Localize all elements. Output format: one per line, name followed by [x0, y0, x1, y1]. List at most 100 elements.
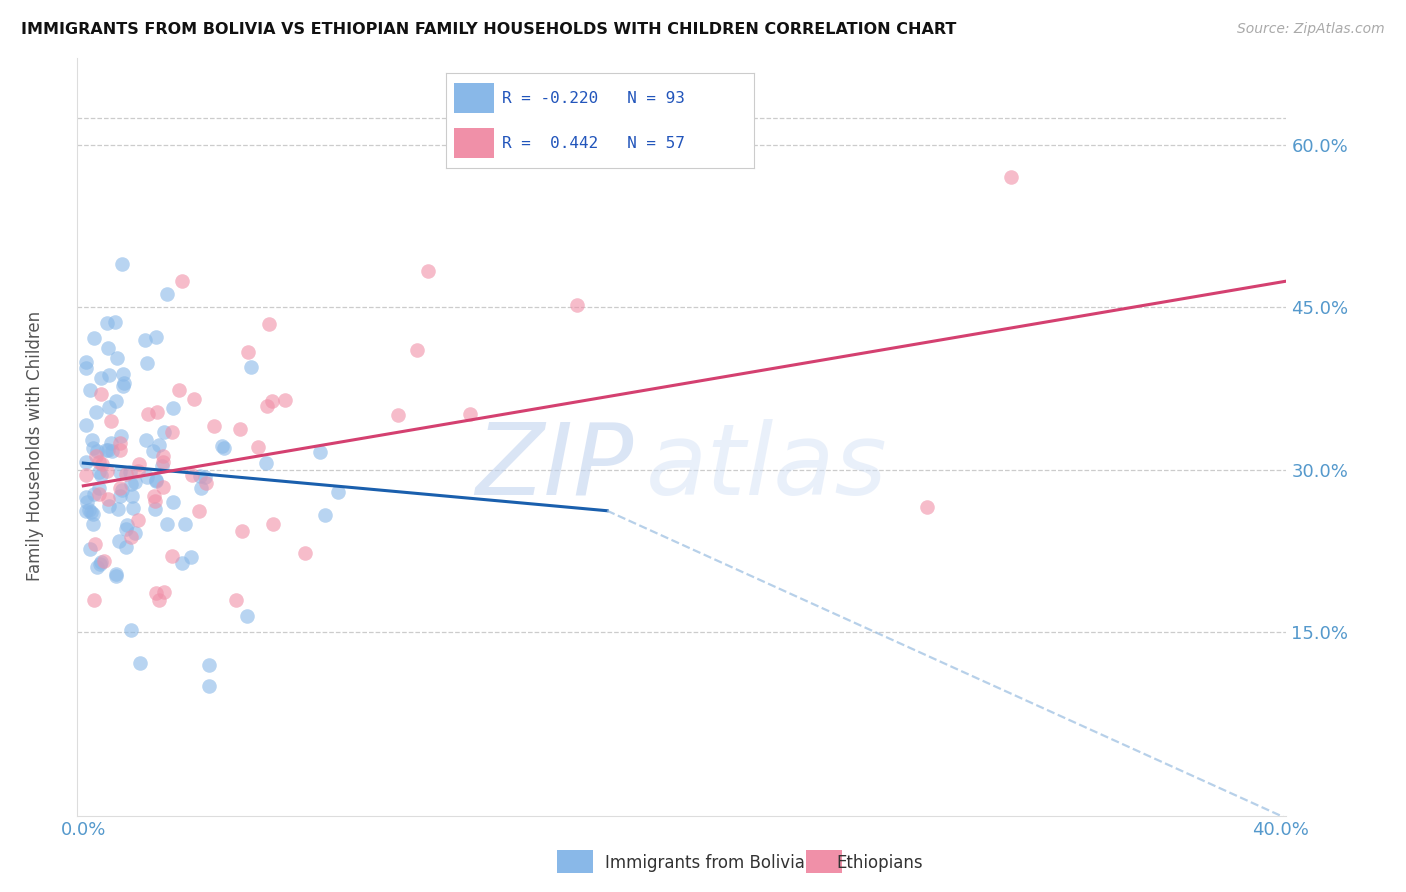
Point: [75, 361, 97, 376]
Point: [82, 516, 104, 531]
Point: [76, 495, 98, 509]
Point: [104, 569, 127, 583]
Point: [75, 418, 97, 433]
Point: [96, 316, 118, 330]
Point: [198, 657, 221, 672]
Point: [152, 449, 174, 463]
Point: [145, 473, 167, 487]
Point: [120, 477, 142, 491]
Point: [90, 555, 112, 569]
Point: [273, 392, 295, 407]
Point: [111, 378, 134, 392]
Point: [127, 464, 149, 478]
Point: [89, 455, 111, 469]
Point: [79, 503, 101, 517]
Point: [75, 455, 97, 469]
Point: [194, 469, 217, 483]
Text: Ethiopians: Ethiopians: [837, 855, 924, 872]
Point: [105, 394, 128, 409]
Point: [202, 419, 225, 434]
Point: [172, 274, 194, 288]
Point: [188, 504, 211, 518]
Point: [86, 443, 108, 458]
Point: [79, 505, 101, 519]
Point: [120, 624, 142, 638]
Point: [108, 534, 131, 549]
Point: [142, 443, 165, 458]
Point: [84, 405, 107, 419]
Point: [97, 400, 120, 414]
Point: [257, 317, 280, 331]
Point: [190, 482, 212, 496]
Point: [75, 504, 97, 518]
Point: [254, 456, 277, 470]
Point: [180, 549, 202, 564]
Point: [162, 401, 184, 415]
Point: [111, 257, 134, 271]
Point: [83, 487, 105, 501]
Point: [96, 464, 118, 478]
Point: [416, 264, 439, 278]
Point: [150, 459, 173, 474]
Text: ZIP: ZIP: [475, 419, 634, 516]
Point: [75, 490, 97, 504]
Point: [146, 404, 169, 418]
Point: [167, 383, 190, 397]
Text: atlas: atlas: [645, 419, 887, 516]
Point: [75, 355, 97, 369]
Point: [128, 458, 150, 472]
Point: [152, 585, 174, 599]
Point: [458, 407, 481, 421]
Point: [105, 351, 128, 365]
Point: [225, 592, 247, 607]
Point: [172, 557, 194, 571]
Point: [145, 585, 167, 599]
Point: [79, 383, 101, 397]
Point: [212, 441, 235, 455]
Point: [127, 513, 149, 527]
Point: [565, 298, 588, 312]
Point: [108, 442, 131, 457]
Point: [152, 425, 174, 439]
Point: [97, 499, 120, 513]
Point: [79, 541, 101, 556]
Point: [156, 516, 179, 531]
Point: [262, 516, 284, 531]
Point: [135, 434, 157, 448]
Text: Family Households with Children: Family Households with Children: [27, 311, 44, 581]
Point: [93, 554, 115, 568]
Point: [89, 557, 111, 571]
Point: [90, 387, 112, 401]
Point: [128, 656, 150, 670]
Point: [82, 434, 104, 448]
Point: [100, 435, 122, 450]
Point: [405, 343, 427, 357]
Point: [87, 465, 110, 479]
Point: [152, 455, 174, 469]
Text: IMMIGRANTS FROM BOLIVIA VS ETHIOPIAN FAMILY HOUSEHOLDS WITH CHILDREN CORRELATION: IMMIGRANTS FROM BOLIVIA VS ETHIOPIAN FAM…: [21, 22, 956, 37]
Point: [100, 443, 122, 458]
Point: [108, 465, 131, 479]
Point: [188, 468, 211, 483]
Point: [86, 560, 108, 574]
Point: [112, 376, 135, 391]
Point: [98, 368, 121, 383]
Point: [156, 287, 179, 301]
Point: [124, 525, 146, 540]
Point: [326, 484, 349, 499]
Point: [229, 422, 252, 436]
Point: [82, 507, 104, 521]
Point: [148, 438, 170, 452]
Point: [135, 356, 157, 370]
Point: [118, 465, 141, 479]
Point: [100, 414, 122, 428]
Point: [143, 494, 166, 508]
Point: [173, 516, 195, 531]
Point: [104, 315, 127, 329]
Point: [181, 468, 204, 483]
Point: [90, 467, 112, 482]
Point: [142, 489, 165, 503]
Point: [82, 441, 104, 455]
Point: [236, 608, 259, 623]
Point: [239, 359, 262, 374]
